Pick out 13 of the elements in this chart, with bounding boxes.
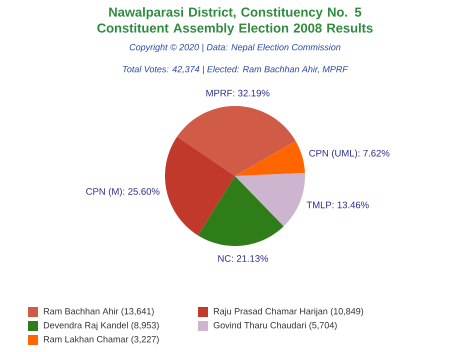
legend-label: Govind Tharu Chaudari (5,704)	[214, 322, 337, 330]
text: Total Votes: 42,374 | Elected: Ram Bachhan Ahir, MPRF	[123, 66, 348, 74]
legend-label: Devendra Raj Kandel (8,953)	[44, 322, 159, 330]
data-label: TMLP: 13.46%	[306, 202, 369, 208]
legend-label: Ram Lakhan Chamar (3,227)	[44, 336, 159, 344]
legend-label: Raju Prasad Chamar Harijan (10,849)	[214, 308, 364, 316]
legend-label: Ram Bachhan Ahir (13,641)	[44, 308, 154, 316]
chart-title: Nawalparasi District, Constituency No. 5 Constituent Assembly Election 2008 Results	[97, 7, 373, 36]
chart-subtitle: Copyright © 2020 | Data: Nepal Election Commission	[130, 44, 340, 52]
data-label: MPRF: 32.19%	[206, 90, 270, 96]
data-label: CPN (M): 25.60%	[86, 188, 160, 197]
data-label: CPN (UML): 7.62%	[309, 150, 390, 158]
data-label: NC: 21.13%	[218, 255, 268, 262]
